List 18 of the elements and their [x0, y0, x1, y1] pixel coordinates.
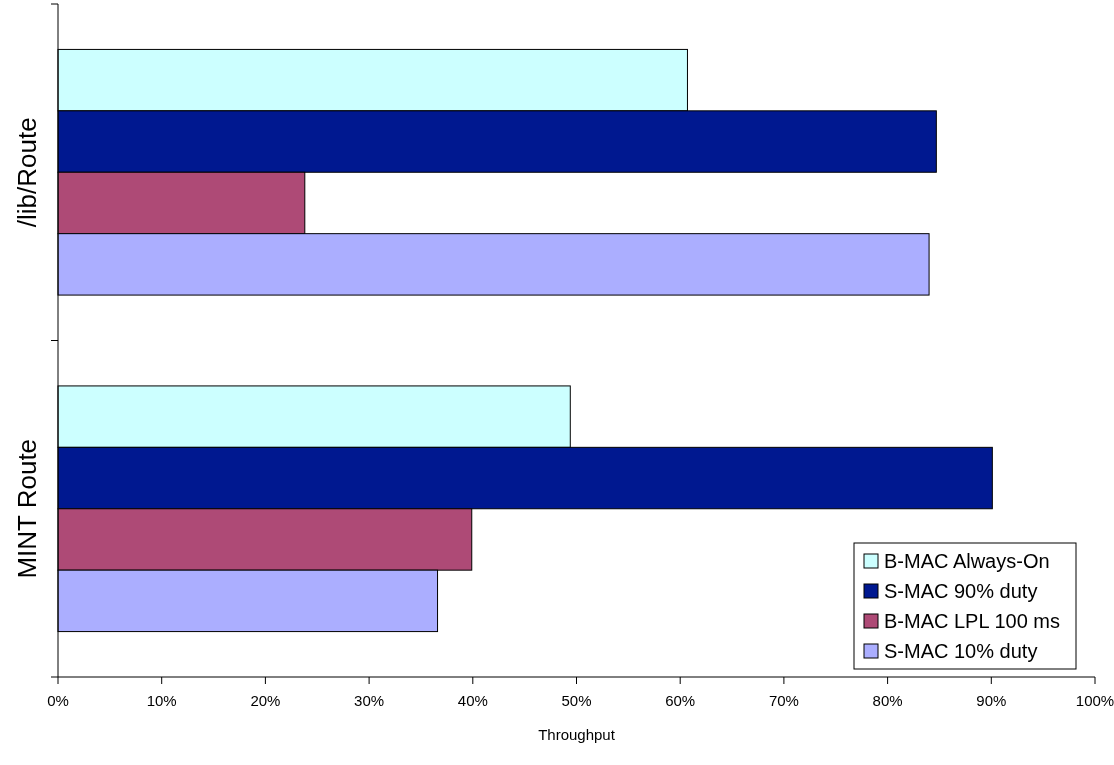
legend-label: S-MAC 90% duty	[884, 580, 1038, 602]
x-tick-label: 80%	[872, 692, 903, 709]
x-tick-label: 10%	[146, 692, 177, 709]
y-tick-label: MINT Route	[12, 438, 42, 579]
x-tick-label: 60%	[665, 692, 696, 709]
x-tick-label: 20%	[250, 692, 281, 709]
x-tick-label: 30%	[354, 692, 385, 709]
x-tick-label: 50%	[561, 692, 592, 709]
legend-label: B-MAC Always-On	[884, 550, 1050, 572]
y-tick-label: /lib/Route	[12, 117, 42, 228]
x-tick-label: 0%	[47, 692, 69, 709]
x-tick-label: 70%	[768, 692, 799, 709]
legend-label: S-MAC 10% duty	[884, 640, 1038, 662]
legend-label: B-MAC LPL 100 ms	[884, 610, 1060, 632]
x-tick-label: 40%	[457, 692, 488, 709]
x-axis-title: Throughput	[538, 726, 616, 743]
x-tick-label: 90%	[976, 692, 1007, 709]
x-tick-label: 100%	[1075, 692, 1114, 709]
